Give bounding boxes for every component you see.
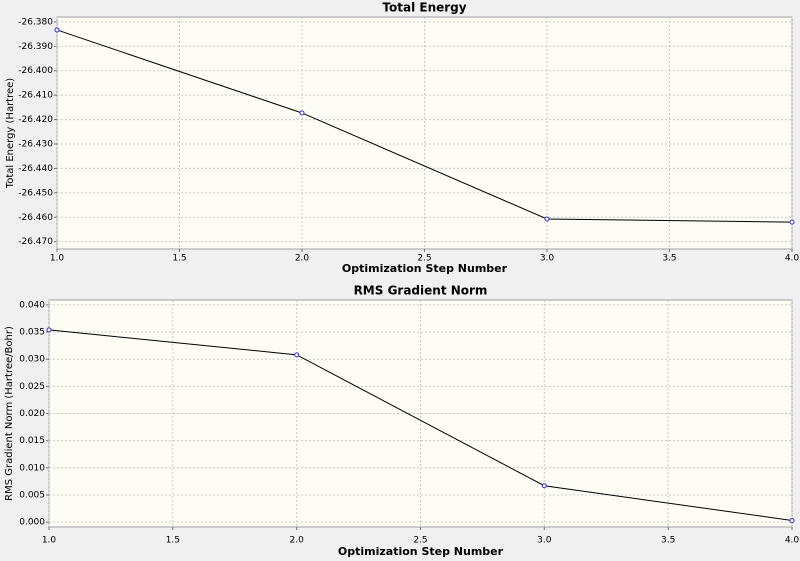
x-tick-label: 1.0 [50,254,65,264]
x-tick-label: 2.5 [413,536,427,546]
data-point [789,219,795,225]
y-axis-label: Total Energy (Hartree) [5,78,16,189]
chart-title: RMS Gradient Norm [354,284,488,298]
y-tick-label: -26.430 [18,139,53,149]
x-tick-label: 2.0 [295,254,310,264]
x-axis-label: Optimization Step Number [342,262,508,275]
x-tick-label: 3.5 [661,536,675,546]
y-tick-label: 0.030 [19,355,45,365]
x-tick-label: 4.0 [785,254,800,264]
x-tick-label: 3.0 [540,254,555,264]
data-line [48,329,793,521]
x-tick-label: 2.5 [417,254,431,264]
data-point [299,110,305,116]
data-point [541,483,547,489]
y-tick-label: 0.035 [19,328,45,338]
data-line [56,29,793,223]
y-tick-label: -26.390 [18,42,53,52]
y-tick-label: 0.010 [19,463,45,473]
y-tick-label: 0.025 [19,382,45,392]
y-tick-label: -26.420 [18,115,53,125]
x-tick-label: 3.0 [537,536,552,546]
y-tick-label: -26.440 [18,164,53,174]
x-tick-label: 4.0 [785,536,800,546]
x-tick-label: 2.0 [290,536,305,546]
y-tick-label: 0.015 [19,436,45,446]
y-tick-label: -26.450 [18,188,53,198]
y-tick-label: 0.000 [19,518,45,528]
y-tick-label: -26.470 [18,237,53,247]
x-axis-label: Optimization Step Number [338,545,504,558]
data-point [544,216,550,222]
y-tick-label: 0.005 [19,490,45,500]
y-axis-label: RMS Gradient Norm (Hartree/Bohr) [4,326,15,501]
data-point [789,517,795,523]
y-tick-label: -26.460 [18,213,53,223]
x-tick-label: 3.5 [662,254,676,264]
y-tick-label: 0.020 [19,409,45,419]
x-tick-label: 1.5 [172,254,186,264]
data-point [46,327,52,333]
data-point [294,352,300,358]
x-tick-label: 1.5 [166,536,180,546]
y-tick-label: 0.040 [19,300,45,310]
chart-title: Total Energy [382,1,466,15]
data-point [54,27,60,33]
x-tick-label: 1.0 [42,536,57,546]
y-tick-label: -26.410 [18,91,53,101]
y-tick-label: -26.400 [18,66,53,76]
y-tick-label: -26.380 [18,17,53,27]
